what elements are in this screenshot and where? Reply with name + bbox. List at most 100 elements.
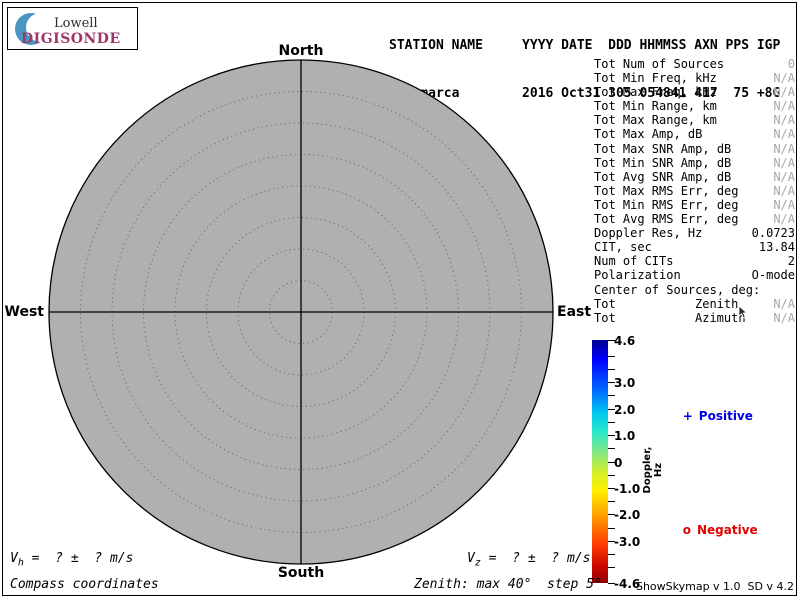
vz-value: = ? ± ? m/s (480, 551, 591, 566)
colorbar-axis-title: Doppler, Hz (642, 446, 664, 494)
stats-row: Tot Num of Sources 0 (594, 57, 795, 71)
colorbar-tick (608, 583, 615, 584)
vz-subscript: z (474, 557, 481, 569)
stats-label: Tot Min Freq, kHz (594, 71, 717, 86)
stats-label: Center of Sources, deg: (594, 282, 761, 297)
version-text: ShowSkymap v 1.0 SD v 4.2 (635, 580, 794, 593)
compass-label-north: North (278, 43, 324, 59)
colorbar-tick (608, 340, 615, 341)
stats-value: N/A (773, 141, 795, 156)
stats-value: 0 (787, 57, 795, 71)
stats-label: Tot Max RMS Err, deg (594, 183, 739, 198)
mouse-cursor-icon (738, 306, 748, 319)
stats-row: CIT, sec 13.84 (594, 240, 795, 254)
stats-label: Tot Max Freq, kHz (594, 85, 717, 100)
zenith-range-note: Zenith: max 40° step 5° (414, 577, 602, 592)
colorbar-tick-label: 1.0 (614, 429, 636, 444)
stats-value: N/A (773, 113, 795, 128)
colorbar-tick (608, 567, 615, 569)
stats-value: 13.84 (758, 240, 795, 255)
compass-label-east: East (557, 304, 592, 320)
circle-marker-icon: o (682, 523, 691, 537)
colorbar-tick-label: 0 (614, 455, 623, 470)
stats-value: N/A (773, 85, 795, 100)
stats-label: Tot Num of Sources (594, 57, 725, 71)
colorbar-tick (608, 435, 615, 437)
legend-negative-label: Negative (696, 523, 758, 537)
stats-label: Tot (594, 310, 616, 325)
colorbar-tick (608, 408, 615, 410)
colorbar-ticks (608, 340, 616, 584)
stats-value: N/A (773, 169, 795, 184)
stats-row: Doppler Res, Hz 0.0723 (594, 226, 795, 240)
stats-row: Tot Azimuth N/A (594, 311, 795, 325)
vh-velocity-readout: Vh = ? ± ? m/s (10, 551, 133, 569)
stats-value: N/A (773, 197, 795, 212)
legend-positive: + Positive (666, 395, 753, 437)
stats-row: Tot Avg RMS Err, deg N/A (594, 212, 795, 226)
colorbar-tick-label: 3.0 (614, 376, 636, 391)
colorbar-tick (608, 421, 615, 423)
colorbar-tick-label: -2.0 (614, 508, 641, 523)
vh-symbol: V (10, 551, 18, 566)
stats-row: Center of Sources, deg: (594, 283, 795, 297)
stats-value: 0.0723 (751, 226, 795, 241)
stats-value: 2 (787, 254, 795, 269)
stats-row: Tot Zenith N/A (594, 297, 795, 311)
vh-value: = ? ± ? m/s (23, 551, 134, 566)
legend-negative: o Negative (666, 509, 758, 551)
compass-label-south: South (277, 565, 325, 581)
stats-row: Tot Max Range, km N/A (594, 113, 795, 127)
colorbar-tick (608, 474, 615, 476)
stats-label: CIT, sec (594, 240, 652, 255)
lowell-digisonde-logo: Lowell DIGISONDE (7, 7, 138, 50)
stats-label: Tot Min Range, km (594, 99, 717, 114)
header-columns-row: STATION NAME YYYY DATE DDD HHMMSS AXN PP… (389, 38, 781, 53)
stats-label: Tot Max SNR Amp, dB (594, 141, 732, 156)
vz-symbol: V (467, 551, 475, 566)
stats-row: Polarization O-mode (594, 268, 795, 282)
stats-label: Doppler Res, Hz (594, 226, 703, 241)
stats-row: Tot Min Freq, kHz N/A (594, 71, 795, 85)
stats-value: N/A (773, 296, 795, 311)
stats-row: Num of CITs 2 (594, 254, 795, 268)
stats-label: Tot Max Range, km (594, 113, 717, 128)
doppler-colorbar (592, 340, 608, 583)
colorbar-tick (608, 461, 615, 463)
stats-label: Tot Avg RMS Err, deg (594, 212, 739, 227)
station-header: STATION NAME YYYY DATE DDD HHMMSS AXN PP… (389, 6, 780, 134)
colorbar-tick-label: 4.6 (614, 334, 636, 348)
colorbar-tick-label: 2.0 (614, 402, 636, 417)
stats-sublabel: Zenith (695, 296, 739, 311)
colorbar-tick (608, 527, 615, 529)
colorbar-tick (608, 382, 615, 384)
colorbar-tick (608, 448, 615, 450)
stats-value: N/A (773, 183, 795, 198)
stats-value: N/A (773, 212, 795, 227)
stats-row: Tot Max SNR Amp, dB N/A (594, 142, 795, 156)
crescent-icon (15, 13, 55, 45)
stats-value: O-mode (751, 268, 795, 283)
stats-label: Tot Max Amp, dB (594, 127, 703, 142)
colorbar-tick (608, 369, 615, 371)
stats-label: Polarization (594, 268, 681, 283)
stats-value: N/A (773, 71, 795, 86)
colorbar-tick (608, 540, 615, 542)
colorbar-tick (608, 501, 615, 503)
stats-row: Tot Avg SNR Amp, dB N/A (594, 170, 795, 184)
logo-digisonde-text: DIGISONDE (21, 31, 121, 47)
stats-value: N/A (773, 310, 795, 325)
colorbar-tick-label: -1.0 (614, 481, 641, 496)
stats-row: Tot Max RMS Err, deg N/A (594, 184, 795, 198)
stats-label: Tot Min RMS Err, deg (594, 197, 739, 212)
stats-row: Tot Min Range, km N/A (594, 99, 795, 113)
vh-subscript: h (17, 557, 24, 569)
stats-row: Tot Min SNR Amp, dB N/A (594, 156, 795, 170)
logo-lowell-text: Lowell (54, 16, 98, 31)
stats-label: Tot Avg SNR Amp, dB (594, 169, 732, 184)
compass-label-west: West (4, 304, 44, 320)
colorbar-tick-label: -3.0 (614, 534, 641, 549)
stats-value: N/A (773, 155, 795, 170)
